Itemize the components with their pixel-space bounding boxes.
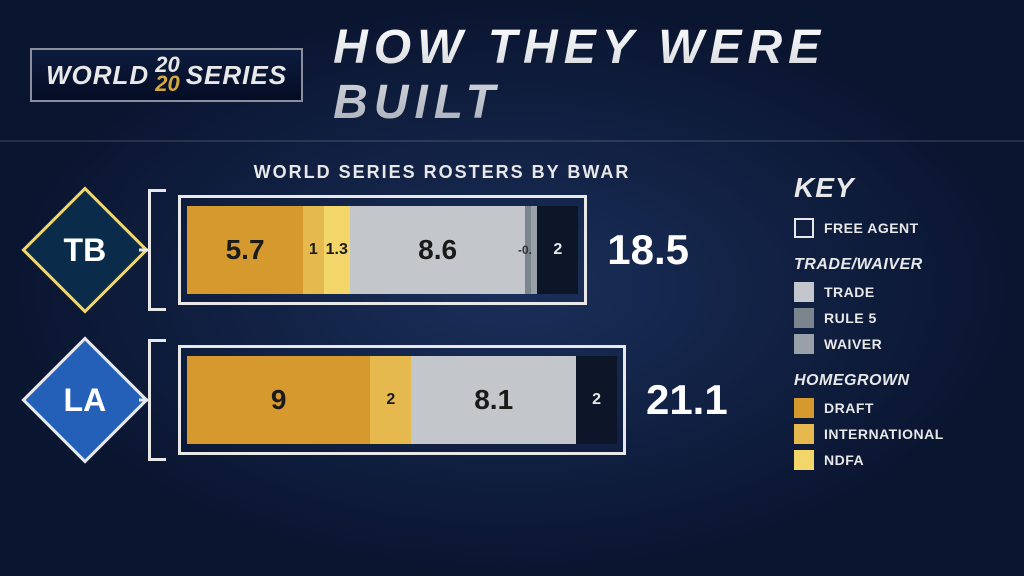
bar-segment-free_agent: 2 <box>576 356 617 444</box>
bar-segment-trade: 8.6 <box>350 206 525 294</box>
logo-word-1: WORLD <box>46 60 149 91</box>
legend-swatch <box>794 450 814 470</box>
bar-segment-draft: 5.7 <box>187 206 303 294</box>
legend-swatch <box>794 334 814 354</box>
legend-swatch <box>794 308 814 328</box>
bar-segment-free_agent: 2 <box>537 206 578 294</box>
logo-word-2: SERIES <box>186 60 287 91</box>
bar-segment-draft: 9 <box>187 356 370 444</box>
legend-label: NDFA <box>824 452 864 468</box>
team-logo: LA <box>21 336 148 463</box>
bar-segment-ndfa: 1.3 <box>324 206 350 294</box>
legend-label: RULE 5 <box>824 310 877 326</box>
legend-title: KEY <box>794 172 994 204</box>
legend-item: FREE AGENT <box>794 218 994 238</box>
stacked-bar: 928.12 <box>178 345 626 455</box>
legend-swatch <box>794 398 814 418</box>
team-logo: TB <box>21 186 148 313</box>
legend-swatch <box>794 218 814 238</box>
legend-group-title: TRADE/WAIVER <box>794 256 994 274</box>
legend-label: WAIVER <box>824 336 882 352</box>
world-series-logo: WORLD 20 20 SERIES <box>30 48 303 101</box>
team-abbr: TB <box>64 232 107 269</box>
legend-label: FREE AGENT <box>824 220 919 236</box>
legend-label: INTERNATIONAL <box>824 426 944 442</box>
team-row: LA928.1221.1 <box>40 345 764 455</box>
stacked-bar: 5.711.38.6-0.12 <box>178 195 587 305</box>
header: WORLD 20 20 SERIES HOW THEY WERE BUILT <box>0 0 1024 142</box>
legend-swatch <box>794 424 814 444</box>
bracket-icon <box>148 339 166 461</box>
legend-swatch <box>794 282 814 302</box>
legend: KEY FREE AGENT TRADE/WAIVER TRADE RULE 5 WAI… <box>794 162 994 495</box>
team-total: 21.1 <box>646 376 728 424</box>
legend-item: RULE 5 <box>794 308 994 328</box>
legend-item: TRADE <box>794 282 994 302</box>
team-row: TB5.711.38.6-0.1218.5 <box>40 195 764 305</box>
bracket-icon <box>148 189 166 311</box>
bar-segment-trade: 8.1 <box>411 356 576 444</box>
legend-label: DRAFT <box>824 400 874 416</box>
legend-item: NDFA <box>794 450 994 470</box>
charts-area: WORLD SERIES ROSTERS BY BWAR TB5.711.38.… <box>40 162 764 495</box>
team-total: 18.5 <box>607 226 689 274</box>
chart-title: WORLD SERIES ROSTERS BY BWAR <box>120 162 764 183</box>
legend-label: TRADE <box>824 284 875 300</box>
page-title: HOW THEY WERE BUILT <box>333 20 994 130</box>
legend-item: DRAFT <box>794 398 994 418</box>
legend-group-title: HOMEGROWN <box>794 372 994 390</box>
logo-year: 20 20 <box>155 56 179 93</box>
bar-segment-international: 2 <box>370 356 411 444</box>
team-abbr: LA <box>64 382 107 419</box>
bar-segment-international: 1 <box>303 206 323 294</box>
legend-item: INTERNATIONAL <box>794 424 994 444</box>
content: WORLD SERIES ROSTERS BY BWAR TB5.711.38.… <box>0 142 1024 515</box>
legend-item: WAIVER <box>794 334 994 354</box>
